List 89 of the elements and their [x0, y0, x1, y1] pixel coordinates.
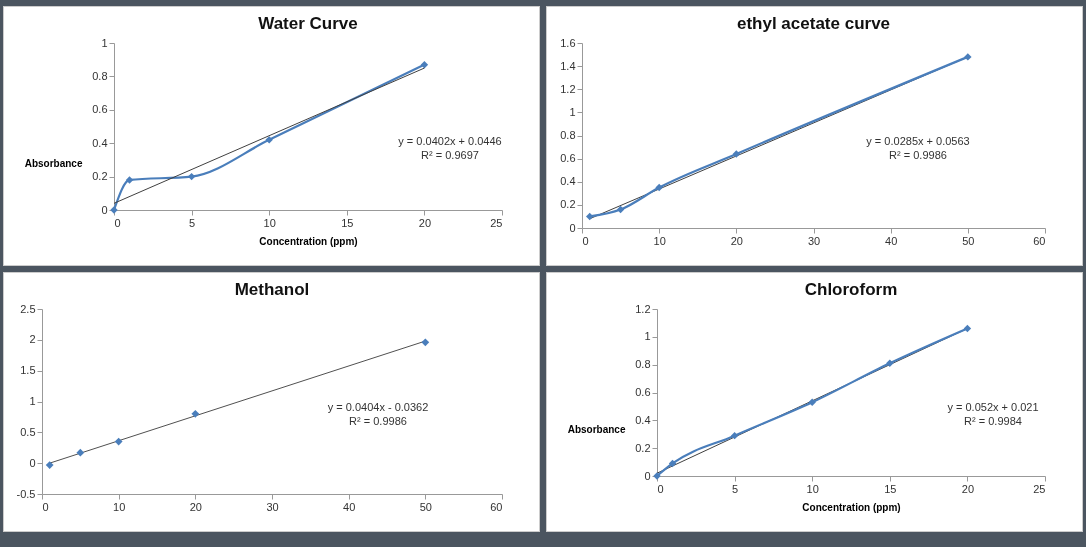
x-tick-label: 50 — [962, 234, 975, 247]
x-tick-label: 10 — [113, 500, 126, 513]
point — [668, 459, 677, 468]
y-tick-label: 1 — [644, 330, 651, 343]
y-axis-title: Absorbance — [567, 423, 626, 435]
annotation: y = 0.0402x + 0.0446 — [398, 134, 502, 147]
point — [191, 409, 200, 418]
y-tick-label: 1.2 — [560, 82, 576, 95]
x-tick-label: 40 — [343, 500, 356, 513]
y-tick-label: 0 — [29, 456, 36, 469]
y-tick-label: 0.5 — [20, 425, 36, 438]
point — [421, 338, 430, 347]
point — [125, 176, 134, 184]
y-tick-label: 0.2 — [92, 170, 108, 183]
chart-title: Water Curve — [258, 14, 358, 33]
x-tick-label: 10 — [263, 216, 276, 229]
x-axis-title: Concentration (ppm) — [802, 501, 901, 513]
x-tick-label: 0 — [114, 216, 121, 229]
x-tick-label: 40 — [885, 234, 898, 247]
y-tick-label: 2 — [29, 333, 36, 346]
point — [616, 205, 625, 214]
x-tick-label: 5 — [189, 216, 196, 229]
x-tick-label: 20 — [189, 500, 202, 513]
point — [76, 448, 85, 457]
y-tick-label: 0.4 — [92, 136, 108, 149]
y-tick-label: 0.2 — [635, 441, 651, 454]
annotation: y = 0.0285x + 0.0563 — [866, 134, 970, 147]
annotation: y = 0.0404x - 0.0362 — [327, 400, 429, 413]
x-tick-label: 15 — [341, 216, 354, 229]
annotation: R² = 0.9986 — [349, 414, 407, 427]
x-tick-label: 60 — [1033, 234, 1046, 247]
point — [808, 398, 816, 406]
point — [655, 183, 663, 192]
y-tick-label: 1.4 — [560, 59, 576, 72]
y-tick-label: 0.8 — [92, 69, 108, 82]
x-axis-title: Concentration (ppm) — [259, 235, 358, 247]
y-tick-label: 1 — [29, 395, 36, 407]
y-tick-label: 1.5 — [20, 364, 36, 377]
point — [964, 53, 972, 61]
point — [732, 150, 741, 158]
x-tick-label: 10 — [653, 234, 666, 247]
annotation: R² = 0.9984 — [964, 414, 1022, 427]
chart-title: ethyl acetate curve — [736, 14, 891, 33]
x-tick-label: 30 — [807, 234, 821, 247]
x-tick-label: 5 — [732, 482, 739, 495]
x-tick-label: 30 — [266, 500, 279, 513]
chart-title: Methanol — [234, 280, 310, 299]
y-axis-title: Absorbance — [24, 157, 83, 169]
y-tick-label: 0.6 — [92, 103, 108, 116]
y-tick-label: 1 — [569, 105, 576, 118]
point — [45, 461, 54, 469]
y-tick-label: 1 — [101, 36, 108, 49]
chart-title: Chloroform — [804, 280, 898, 299]
y-tick-label: 0.4 — [635, 413, 651, 426]
point — [730, 431, 739, 440]
annotation: R² = 0.9986 — [889, 148, 947, 161]
y-tick-label: 0.6 — [635, 386, 651, 398]
y-tick-label: 0.6 — [560, 152, 576, 165]
x-tick-label: 60 — [490, 500, 503, 513]
point — [963, 324, 972, 333]
x-tick-label: 10 — [806, 482, 819, 495]
y-tick-label: 1.2 — [635, 302, 651, 315]
x-tick-label: 20 — [961, 482, 975, 495]
x-tick-label: 0 — [657, 482, 664, 495]
y-tick-label: 2.5 — [20, 302, 36, 315]
x-tick-label: 15 — [884, 482, 897, 495]
y-tick-label: -0.5 — [16, 487, 36, 500]
point — [114, 437, 123, 446]
point — [586, 212, 594, 221]
y-tick-label: 0 — [644, 469, 651, 482]
point — [265, 136, 273, 144]
y-tick-label: 0.8 — [635, 358, 651, 371]
x-tick-label: 20 — [418, 216, 432, 229]
annotation: y = 0.052x + 0.021 — [947, 400, 1039, 413]
x-tick-label: 50 — [419, 500, 432, 513]
point — [420, 61, 429, 69]
x-tick-label: 20 — [730, 234, 743, 247]
y-tick-label: 0.4 — [560, 175, 576, 188]
point — [187, 172, 196, 181]
y-tick-label: 1.6 — [560, 36, 576, 49]
annotation: R² = 0.9697 — [421, 148, 479, 161]
y-tick-label: 0.2 — [560, 198, 576, 211]
x-tick-label: 25 — [1033, 482, 1046, 495]
x-tick-label: 0 — [582, 234, 589, 247]
y-tick-label: 0 — [101, 203, 108, 216]
x-tick-label: 25 — [490, 216, 503, 229]
x-tick-label: 0 — [42, 500, 49, 513]
y-tick-label: 0.8 — [560, 129, 576, 141]
point — [886, 359, 894, 367]
